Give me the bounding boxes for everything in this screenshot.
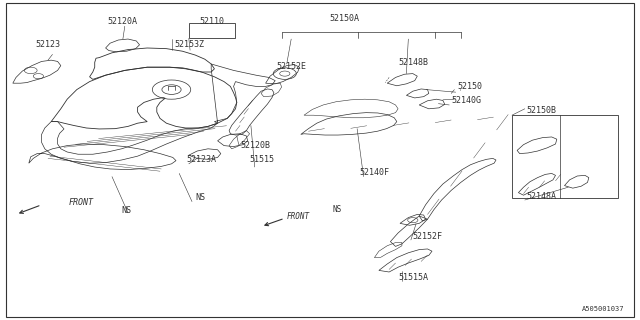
Text: FRONT: FRONT (69, 198, 94, 207)
Text: 52148A: 52148A (526, 192, 556, 201)
Text: 52150A: 52150A (330, 14, 359, 23)
Text: 52123: 52123 (35, 40, 60, 49)
Text: 52140G: 52140G (451, 96, 481, 105)
Text: 52153Z: 52153Z (174, 40, 204, 49)
Text: 52123A: 52123A (187, 155, 217, 164)
Bar (189, 23, 235, 38)
Text: 52120A: 52120A (108, 17, 138, 26)
Text: 52150: 52150 (458, 82, 483, 91)
Text: 52140F: 52140F (360, 168, 390, 177)
Text: 52148B: 52148B (398, 58, 428, 67)
Text: 51515: 51515 (250, 155, 275, 164)
Text: 51515A: 51515A (398, 273, 428, 282)
Text: 52110: 52110 (200, 17, 225, 26)
Text: 52152F: 52152F (413, 232, 443, 241)
Text: NS: NS (333, 205, 342, 214)
Bar (512, 115, 618, 198)
Text: NS: NS (122, 206, 132, 215)
Text: 52120B: 52120B (240, 141, 270, 150)
Text: 52152E: 52152E (276, 62, 307, 71)
Text: NS: NS (195, 193, 205, 202)
Text: A505001037: A505001037 (582, 306, 624, 312)
Text: FRONT: FRONT (287, 212, 310, 221)
Text: 52150B: 52150B (526, 106, 556, 115)
